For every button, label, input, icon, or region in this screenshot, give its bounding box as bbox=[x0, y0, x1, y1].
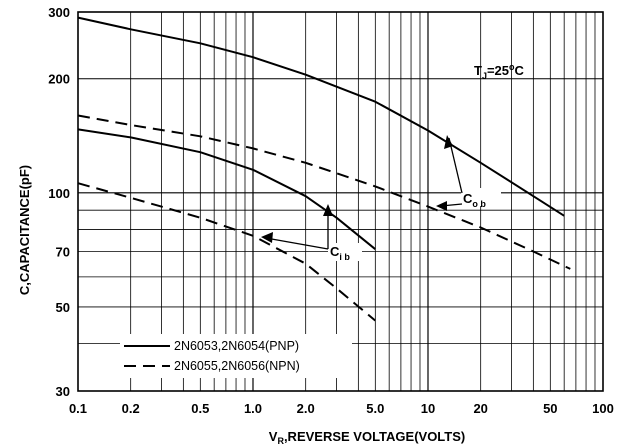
series-cib-solid bbox=[77, 128, 376, 250]
x-tick-label: 0.5 bbox=[191, 401, 209, 416]
y-tick-label: 70 bbox=[56, 245, 70, 260]
series-cob-solid bbox=[77, 16, 565, 217]
series-cob-dashed bbox=[77, 114, 571, 270]
plot-frame bbox=[77, 11, 604, 392]
cib-annotation: Ci b bbox=[261, 204, 362, 262]
x-tick-label: 5.0 bbox=[366, 401, 384, 416]
x-axis-label-v: V bbox=[269, 429, 278, 444]
y-tick-label: 30 bbox=[56, 384, 70, 399]
cib-subscript: i b bbox=[339, 252, 350, 262]
tick-labels: 0.1 0.2 0.5 1.0 2.0 5.0 10 20 50 100 30 50 70 100 200 3… bbox=[48, 5, 614, 416]
legend-label-pnp: 2N6053,2N6054(PNP) bbox=[174, 339, 299, 353]
tj-annotation: TJ=25oC bbox=[474, 62, 525, 81]
cib-label-bg bbox=[328, 243, 362, 261]
svg-text:Ci b: Ci b bbox=[330, 244, 350, 262]
cib-arrow-line-2 bbox=[265, 237, 329, 250]
tj-value: =25 bbox=[487, 63, 509, 78]
cob-symbol: C bbox=[463, 191, 473, 206]
cob-subscript: o b bbox=[472, 199, 486, 209]
cob-arrowhead-2 bbox=[436, 201, 447, 211]
cob-annotation: Co b bbox=[436, 135, 501, 211]
cib-arrowhead-1 bbox=[323, 204, 333, 216]
x-axis-label-rest: ,REVERSE VOLTAGE(VOLTS) bbox=[284, 429, 465, 444]
y-axis-label: C,CAPACITANCE(pF) bbox=[17, 165, 32, 295]
cob-label-bg bbox=[461, 188, 501, 206]
tj-subscript: J bbox=[482, 71, 487, 81]
y-tick-label: 300 bbox=[48, 5, 70, 20]
series-layer bbox=[77, 16, 571, 322]
svg-text:Co b: Co b bbox=[463, 191, 486, 209]
grid bbox=[78, 12, 603, 391]
tj-symbol: T bbox=[474, 63, 482, 78]
x-tick-label: 100 bbox=[592, 401, 614, 416]
x-tick-label: 20 bbox=[473, 401, 487, 416]
cib-symbol: C bbox=[330, 244, 340, 259]
y-tick-label: 50 bbox=[56, 300, 70, 315]
legend-bg bbox=[120, 334, 352, 378]
x-tick-label: 1.0 bbox=[244, 401, 262, 416]
x-tick-label: 10 bbox=[421, 401, 435, 416]
cob-arrow-line-1 bbox=[448, 137, 463, 194]
tj-unit: C bbox=[515, 63, 525, 78]
x-tick-label: 50 bbox=[543, 401, 557, 416]
svg-text:TJ=25oC: TJ=25oC bbox=[474, 62, 525, 81]
y-tick-label: 200 bbox=[48, 72, 70, 87]
x-tick-label: 2.0 bbox=[297, 401, 315, 416]
x-axis-label-sub: R bbox=[277, 436, 284, 446]
legend-label-npn: 2N6055,2N6056(NPN) bbox=[174, 359, 300, 373]
cob-arrowhead-1 bbox=[444, 135, 453, 149]
cib-arrowhead-2 bbox=[261, 232, 273, 243]
y-tick-label: 100 bbox=[48, 186, 70, 201]
legend: 2N6053,2N6054(PNP) 2N6055,2N6056(NPN) bbox=[120, 334, 352, 378]
tj-degree: o bbox=[509, 62, 515, 72]
x-axis-label: VR,REVERSE VOLTAGE(VOLTS) bbox=[269, 429, 465, 446]
x-tick-label: 0.1 bbox=[69, 401, 87, 416]
x-tick-label: 0.2 bbox=[122, 401, 140, 416]
series-cib-dashed bbox=[77, 182, 376, 322]
